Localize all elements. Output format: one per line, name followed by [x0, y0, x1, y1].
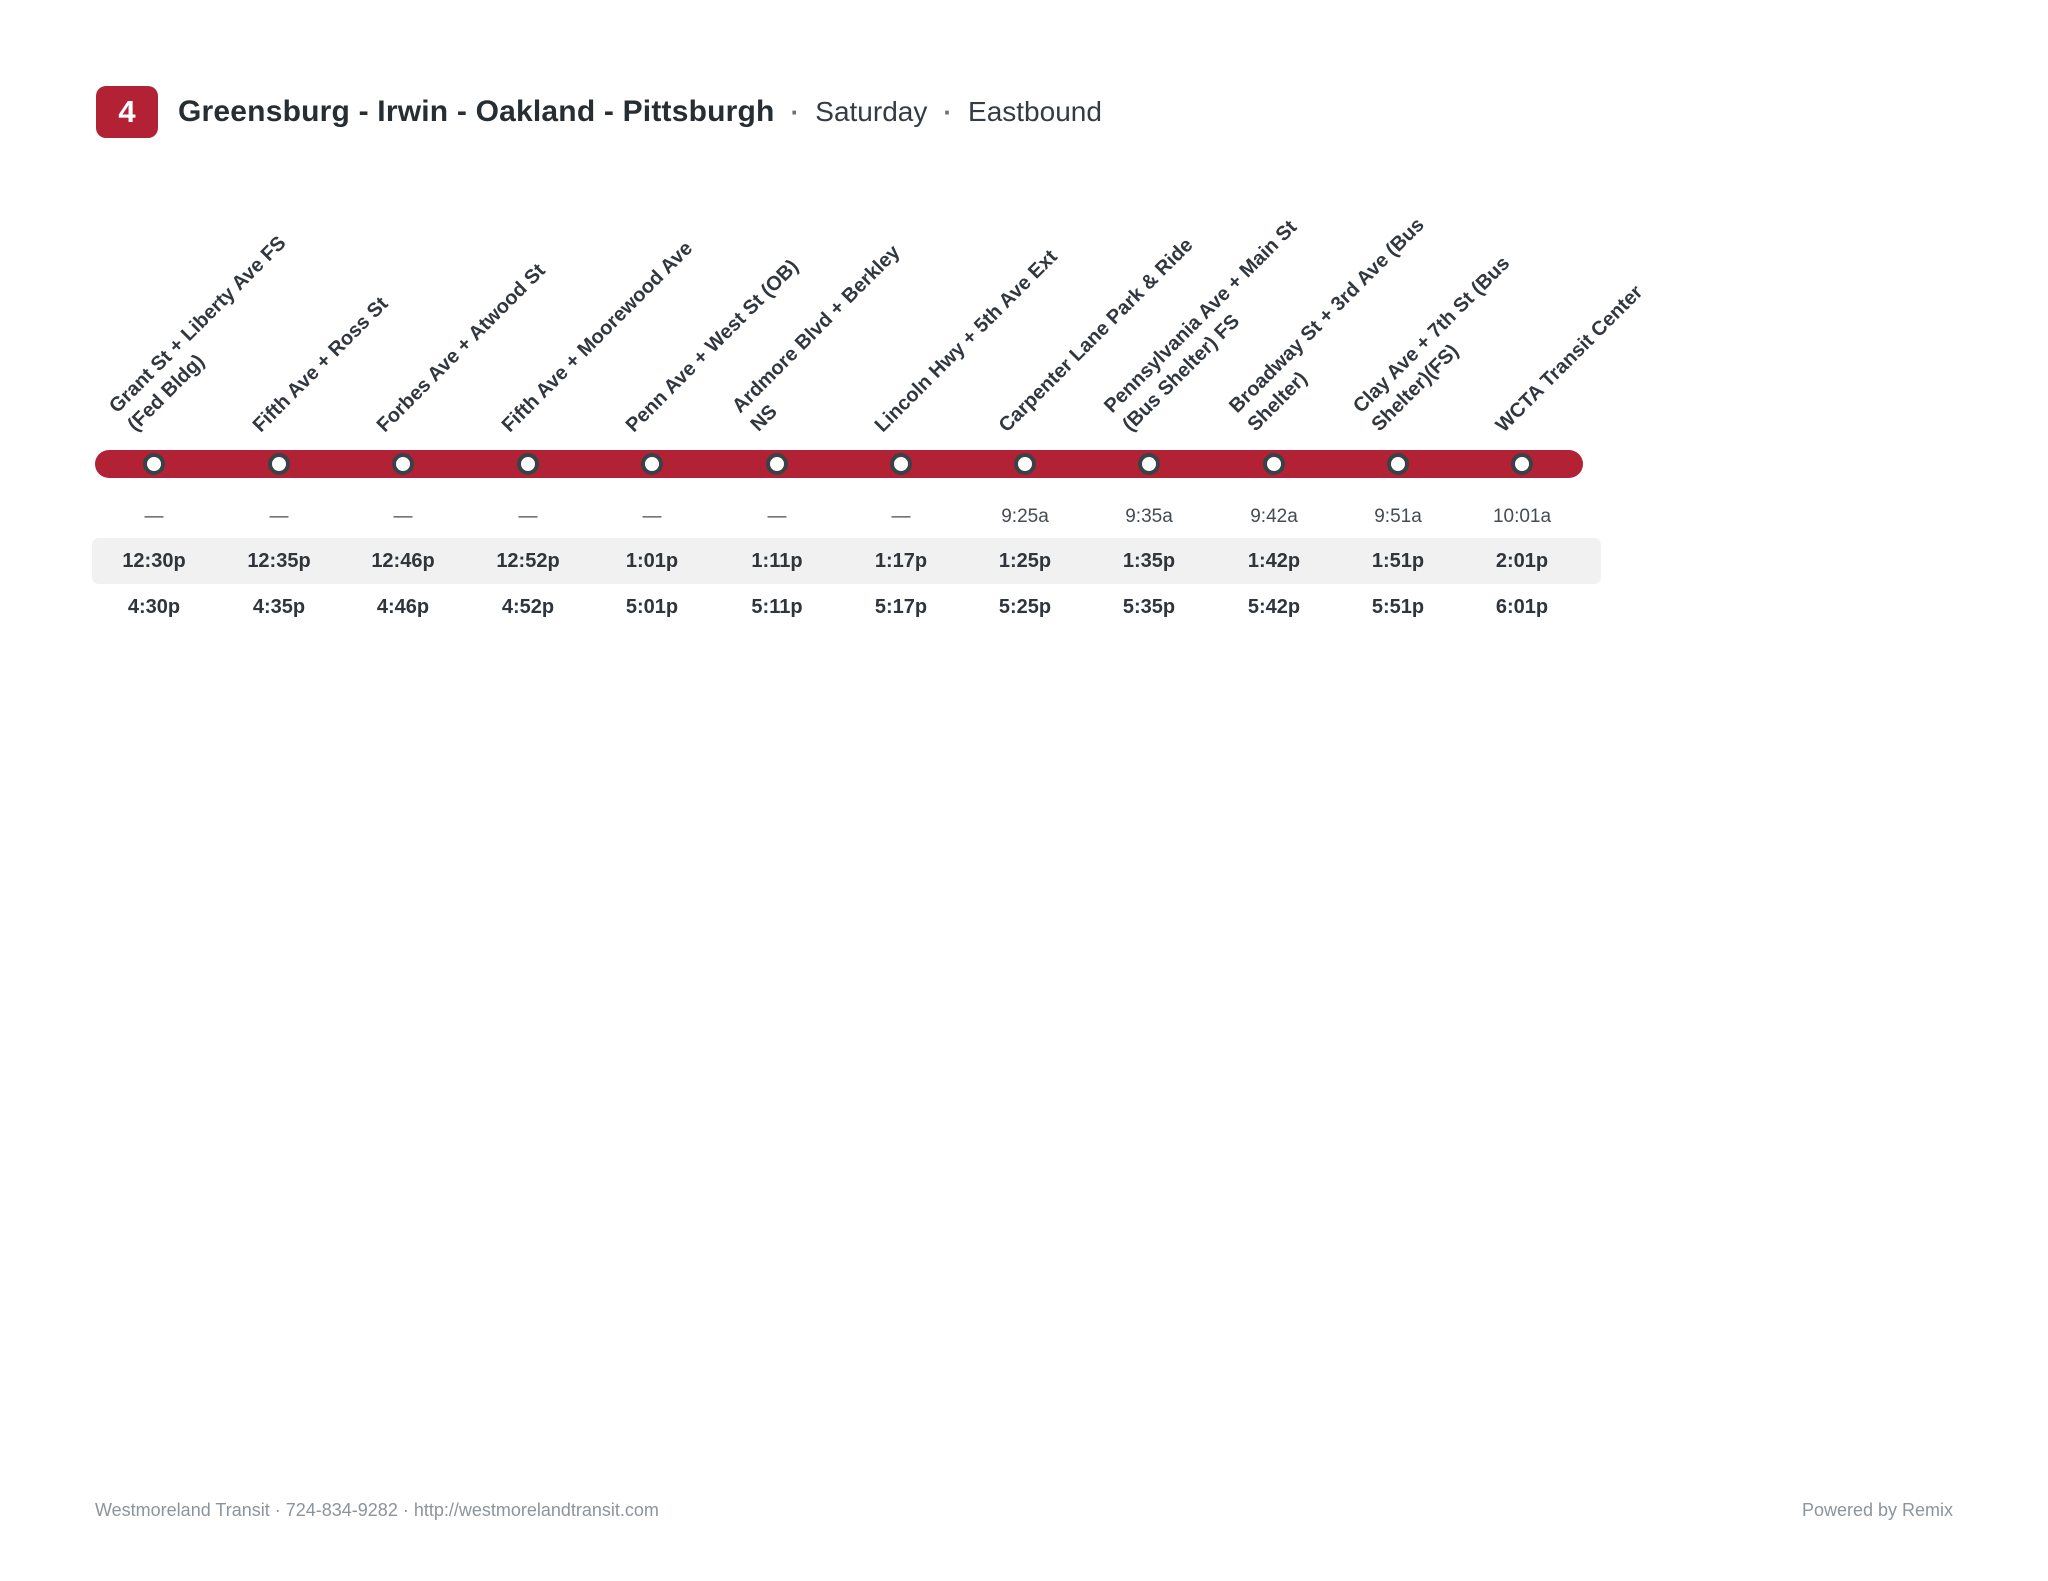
header: 4 Greensburg - Irwin - Oakland - Pittsbu… [96, 86, 1102, 138]
title-line: Greensburg - Irwin - Oakland - Pittsburg… [178, 95, 1102, 129]
service-day: Saturday [815, 96, 928, 127]
stop-label-line: Grant St + Liberty Ave FS [105, 232, 291, 418]
time-cell: 2:01p [1495, 549, 1549, 572]
time-cell: 9:51a [1374, 506, 1422, 527]
trip-row-am: — — — — — — — 9:25a 9:35a 9:42a 9:51a 10… [0, 494, 2048, 540]
time-cell: 5:35p [1122, 595, 1176, 618]
stop-dot-icon [517, 453, 539, 475]
time-cell: 5:51p [1371, 595, 1425, 618]
time-cell: 4:35p [252, 595, 306, 618]
stop-dot-icon [641, 453, 663, 475]
time-cell: 4:46p [376, 595, 430, 618]
time-cell: 5:25p [998, 595, 1052, 618]
time-cell: — [767, 506, 787, 527]
stop-dot-icon [1014, 453, 1036, 475]
stop-label-line: Fifth Ave + Ross St [248, 292, 393, 437]
footer: Westmoreland Transit · 724-834-9282 · ht… [95, 1496, 1953, 1524]
agency-contact-info: Westmoreland Transit · 724-834-9282 · ht… [95, 1499, 659, 1520]
time-cell: 9:35a [1125, 506, 1173, 527]
time-cell: 6:01p [1495, 595, 1549, 618]
stop-dot-icon [268, 453, 290, 475]
row-stripe-background [92, 538, 1601, 584]
stop-dot-icon [392, 453, 414, 475]
stop-dot-icon [1263, 453, 1285, 475]
time-cell: 12:52p [496, 549, 560, 572]
time-cell: 5:01p [625, 595, 679, 618]
time-cell: 1:17p [874, 549, 928, 572]
time-cell: 9:42a [1250, 506, 1298, 527]
stop-dot-icon [890, 453, 912, 475]
time-cell: 12:46p [371, 549, 435, 572]
title-separator-dot: · [790, 97, 800, 127]
time-cell: 1:01p [625, 549, 679, 572]
time-cell: 4:30p [127, 595, 181, 618]
time-cell: — [144, 506, 164, 527]
time-cell: — [518, 506, 538, 527]
powered-by-remix: Powered by Remix [1801, 1499, 1953, 1520]
time-cell: 5:42p [1247, 595, 1301, 618]
stop-dot-icon [1387, 453, 1409, 475]
time-cell: — [642, 506, 662, 527]
title-separator-dot: · [943, 97, 953, 127]
time-cell: 1:11p [751, 549, 803, 572]
stop-dot-icon [766, 453, 788, 475]
time-cell: 1:25p [998, 549, 1052, 572]
direction: Eastbound [968, 96, 1102, 127]
time-cell: 1:51p [1371, 549, 1425, 572]
stop-label: Fifth Ave + Ross St [247, 291, 394, 438]
route-number-badge: 4 [96, 86, 158, 138]
stop-dot-icon [143, 453, 165, 475]
route-number: 4 [118, 94, 136, 129]
time-cell: 12:30p [122, 549, 186, 572]
time-cell: — [269, 506, 289, 527]
time-cell: 1:42p [1247, 549, 1301, 572]
trip-row-midday: 12:30p 12:35p 12:46p 12:52p 1:01p 1:11p … [0, 538, 2048, 584]
time-cell: 10:01a [1492, 506, 1552, 527]
time-cell: — [891, 506, 911, 527]
route-line-bar [95, 450, 1583, 478]
trip-row-evening: 4:30p 4:35p 4:46p 4:52p 5:01p 5:11p 5:17… [0, 584, 2048, 630]
time-cell: 1:35p [1122, 549, 1176, 572]
time-cell: 9:25a [1001, 506, 1049, 527]
time-cell: 5:17p [874, 595, 928, 618]
time-cell: 5:11p [751, 595, 803, 618]
stop-label-line: Ardmore Blvd + Berkley [728, 241, 905, 418]
stop-dot-icon [1511, 453, 1533, 475]
route-title: Greensburg - Irwin - Oakland - Pittsburg… [178, 95, 775, 128]
time-cell: — [393, 506, 413, 527]
stop-dot-icon [1138, 453, 1160, 475]
time-cell: 12:35p [247, 549, 311, 572]
time-cell: 4:52p [501, 595, 555, 618]
